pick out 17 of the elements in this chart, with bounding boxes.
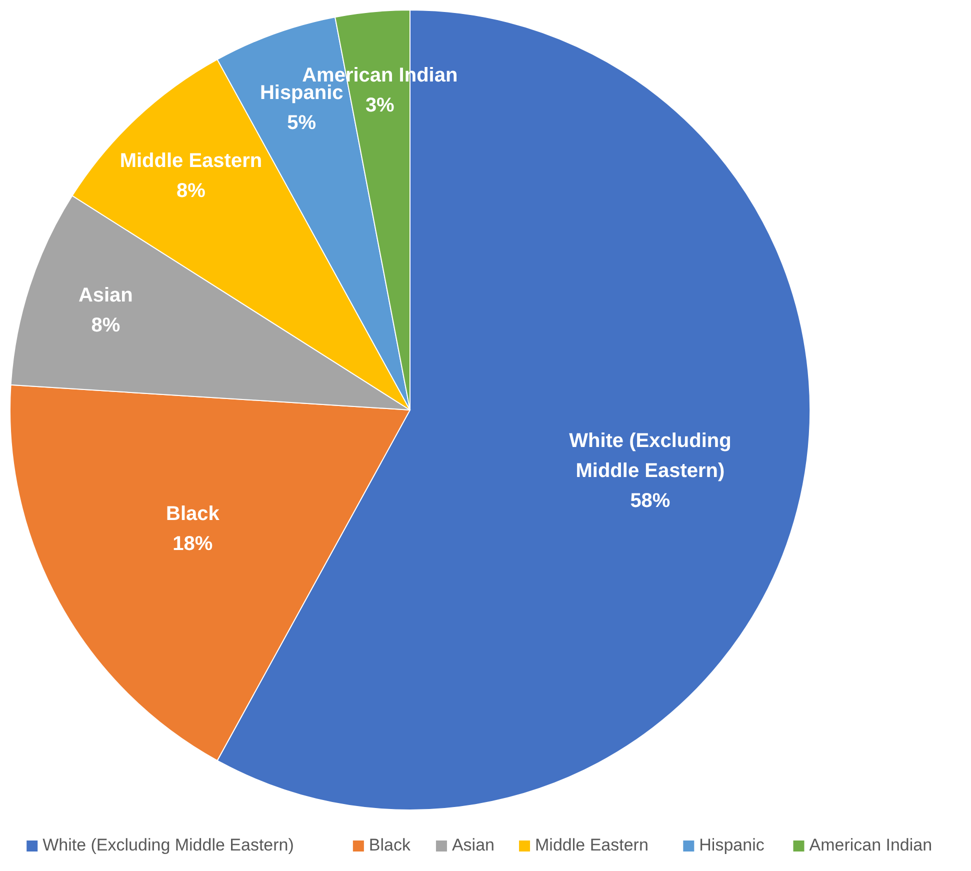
- slice-label: Black: [166, 502, 220, 525]
- data-label: 58%: [630, 490, 670, 512]
- slice-label: White (Excluding Middle Eastern): [569, 430, 732, 482]
- slice-label: Middle Eastern: [120, 150, 262, 172]
- legend-label: Middle Eastern: [535, 835, 648, 854]
- data-label: 8%: [91, 314, 120, 336]
- legend-label: Black: [368, 835, 411, 854]
- legend-label: Asian: [452, 835, 495, 854]
- data-label: 18%: [172, 532, 213, 555]
- legend-label: White (Excluding Middle Eastern): [42, 835, 294, 854]
- data-label: 8%: [176, 180, 206, 202]
- data-label: 5%: [287, 112, 316, 134]
- slice-label: Asian: [78, 284, 133, 306]
- data-label: 3%: [365, 94, 395, 117]
- legend-label: Hispanic: [699, 835, 765, 854]
- slice-label: Hispanic: [260, 82, 344, 104]
- legend-label: American Indian: [809, 835, 932, 854]
